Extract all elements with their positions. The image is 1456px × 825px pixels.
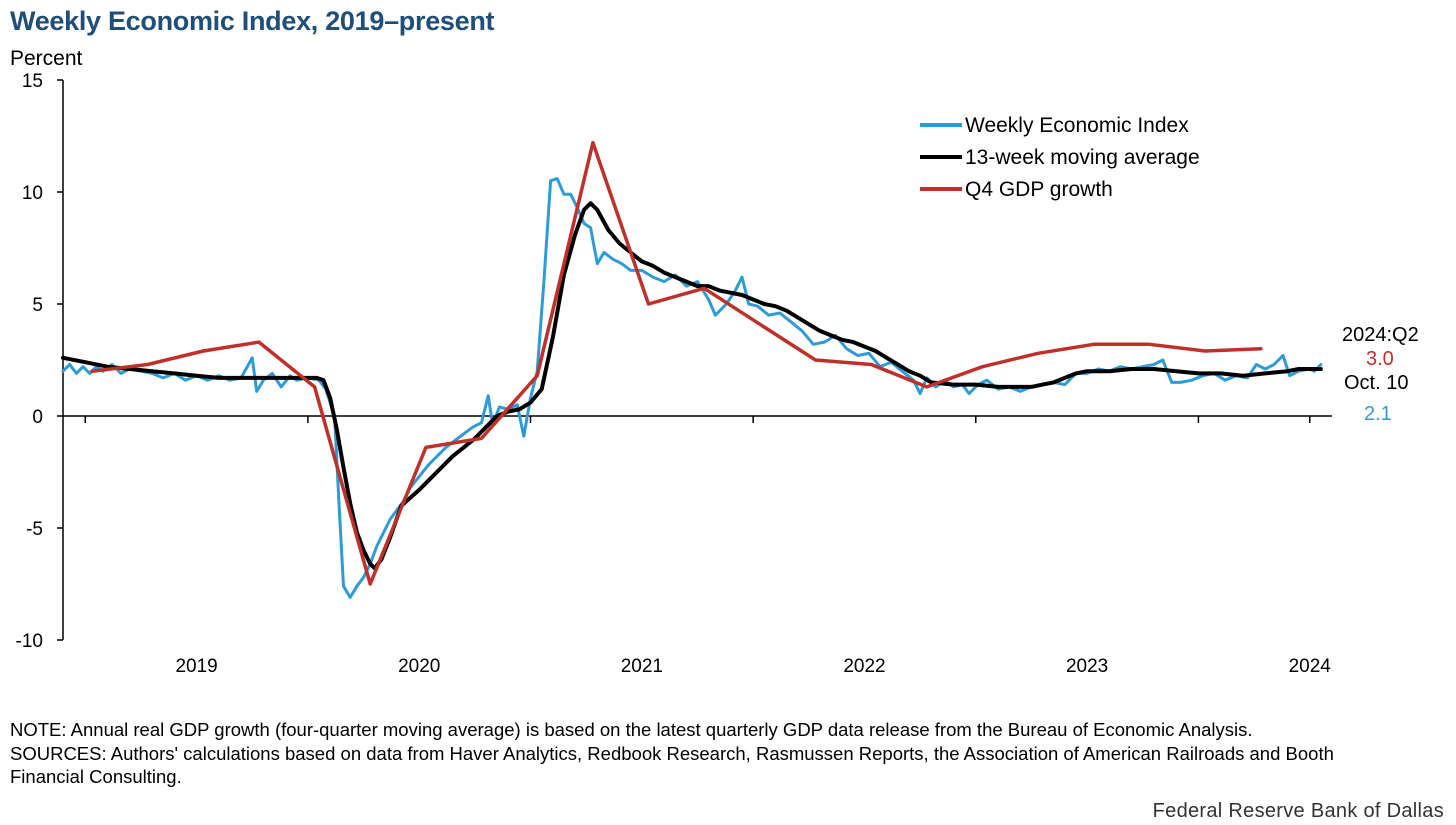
end-annotations: 2024:Q2 3.0 Oct. 10 2.1 — [1342, 324, 1419, 425]
x-tick-label: 2022 — [843, 656, 885, 677]
series-line-gdp — [90, 140, 1263, 586]
series-line-ma — [61, 201, 1323, 571]
annotation-wei-date: Oct. 10 — [1344, 372, 1408, 394]
y-tick-label: 10 — [22, 183, 43, 204]
annotation-gdp-period: 2024:Q2 — [1342, 324, 1419, 346]
chart-canvas: 15 10 5 0 -5 -10 2019 2020 2021 2022 2023 2024 Week… — [16, 71, 1419, 677]
annotation-gdp-value: 3.0 — [1366, 348, 1394, 370]
y-tick-label: 0 — [32, 407, 43, 428]
chart-title: Weekly Economic Index, 2019–present — [10, 6, 495, 36]
annotation-wei-value: 2.1 — [1364, 403, 1392, 425]
y-axis-unit-label: Percent — [10, 47, 83, 70]
x-tick-label: 2020 — [398, 656, 440, 677]
sources-text: SOURCES: Authors' calculations based on … — [10, 742, 1334, 788]
y-tick-label: 5 — [32, 295, 43, 316]
chart-notes: NOTE: Annual real GDP growth (four-quart… — [10, 718, 1390, 789]
y-tick-label: -5 — [26, 519, 43, 540]
brand-footer: Federal Reserve Bank of Dallas — [1152, 800, 1444, 822]
x-tick-label: 2019 — [175, 656, 217, 677]
legend-label-wei: Weekly Economic Index — [965, 114, 1189, 137]
note-text: NOTE: Annual real GDP growth (four-quart… — [10, 719, 1253, 740]
x-tick-label: 2021 — [621, 656, 663, 677]
series-line-wei — [61, 177, 1323, 599]
axes: 15 10 5 0 -5 -10 2019 2020 2021 2022 2023 2024 — [16, 71, 1332, 677]
y-tick-label: 15 — [22, 71, 43, 92]
x-tick-label: 2024 — [1289, 656, 1332, 677]
legend: Weekly Economic Index 13-week moving ave… — [920, 114, 1200, 201]
y-tick-label: -10 — [16, 631, 43, 652]
legend-label-gdp: Q4 GDP growth — [965, 178, 1113, 201]
x-tick-label: 2023 — [1066, 656, 1108, 677]
legend-label-ma: 13-week moving average — [965, 146, 1200, 169]
series-layer — [61, 140, 1323, 599]
